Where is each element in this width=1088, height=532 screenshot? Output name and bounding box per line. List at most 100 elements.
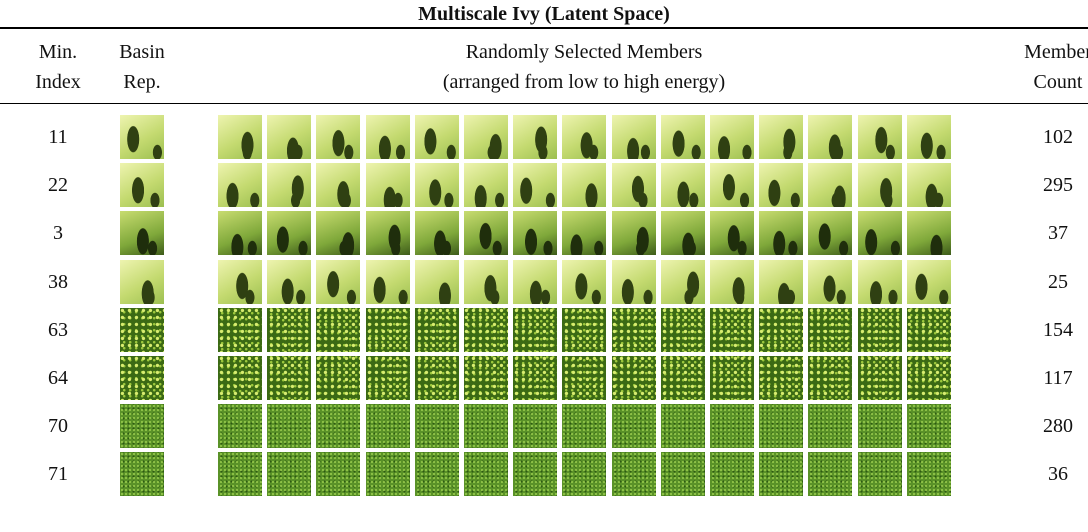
min-index: 63 bbox=[48, 320, 68, 340]
member-image bbox=[907, 356, 951, 400]
basin-rep-image bbox=[120, 356, 164, 400]
member-count: 154 bbox=[1043, 320, 1073, 340]
member-image bbox=[316, 404, 360, 448]
member-image bbox=[464, 404, 508, 448]
member-image bbox=[710, 404, 754, 448]
basin-rep-image bbox=[120, 260, 164, 304]
basin-rep-image bbox=[120, 115, 164, 159]
header: Member bbox=[1024, 42, 1088, 62]
member-image bbox=[267, 260, 311, 304]
min-index: 22 bbox=[48, 175, 68, 195]
member-image bbox=[366, 404, 410, 448]
member-image bbox=[316, 308, 360, 352]
member-image bbox=[907, 452, 951, 496]
member-image bbox=[415, 163, 459, 207]
member-image bbox=[218, 308, 262, 352]
member-image bbox=[858, 308, 902, 352]
header: Min. bbox=[39, 42, 77, 62]
basin-rep-image bbox=[120, 452, 164, 496]
member-image bbox=[267, 452, 311, 496]
member-count: 117 bbox=[1043, 368, 1072, 388]
member-image bbox=[562, 260, 606, 304]
member-image bbox=[513, 115, 557, 159]
member-image bbox=[513, 404, 557, 448]
header: Index bbox=[35, 72, 81, 92]
member-image bbox=[218, 163, 262, 207]
min-index: 70 bbox=[48, 416, 68, 436]
min-index: 71 bbox=[48, 464, 68, 484]
top-rule bbox=[0, 27, 1088, 29]
member-image bbox=[562, 115, 606, 159]
member-image bbox=[808, 115, 852, 159]
member-image bbox=[366, 260, 410, 304]
member-image bbox=[316, 452, 360, 496]
member-image bbox=[267, 163, 311, 207]
member-image bbox=[612, 260, 656, 304]
member-image bbox=[907, 404, 951, 448]
member-image bbox=[907, 308, 951, 352]
member-image bbox=[661, 115, 705, 159]
member-image bbox=[808, 356, 852, 400]
member-image bbox=[562, 163, 606, 207]
member-image bbox=[612, 163, 656, 207]
member-image bbox=[907, 211, 951, 255]
member-image bbox=[612, 404, 656, 448]
member-image bbox=[710, 211, 754, 255]
header: Rep. bbox=[123, 72, 160, 92]
member-image bbox=[759, 163, 803, 207]
member-image bbox=[513, 211, 557, 255]
member-image bbox=[316, 260, 360, 304]
member-image bbox=[464, 356, 508, 400]
basin-rep-image bbox=[120, 163, 164, 207]
member-image bbox=[464, 163, 508, 207]
member-image bbox=[562, 452, 606, 496]
member-image bbox=[562, 404, 606, 448]
member-image bbox=[366, 356, 410, 400]
member-image bbox=[759, 308, 803, 352]
member-image bbox=[316, 115, 360, 159]
member-image bbox=[710, 260, 754, 304]
member-image bbox=[562, 356, 606, 400]
header: Randomly Selected Members bbox=[466, 42, 703, 62]
member-image bbox=[218, 260, 262, 304]
member-image bbox=[759, 260, 803, 304]
member-image bbox=[907, 163, 951, 207]
member-count: 102 bbox=[1043, 127, 1073, 147]
member-image bbox=[366, 308, 410, 352]
member-image bbox=[513, 452, 557, 496]
member-image bbox=[415, 115, 459, 159]
member-image bbox=[366, 163, 410, 207]
member-image bbox=[858, 115, 902, 159]
member-image bbox=[661, 163, 705, 207]
member-image bbox=[661, 260, 705, 304]
member-image bbox=[562, 211, 606, 255]
member-image bbox=[808, 452, 852, 496]
basin-rep-image bbox=[120, 211, 164, 255]
member-image bbox=[759, 356, 803, 400]
member-image bbox=[513, 260, 557, 304]
member-image bbox=[858, 260, 902, 304]
figure-table: Multiscale Ivy (Latent Space) Min. Index… bbox=[0, 0, 1088, 532]
basin-rep-image bbox=[120, 404, 164, 448]
member-image bbox=[661, 356, 705, 400]
member-count: 25 bbox=[1048, 272, 1068, 292]
member-image bbox=[464, 452, 508, 496]
member-image bbox=[710, 308, 754, 352]
member-image bbox=[612, 356, 656, 400]
header: (arranged from low to high energy) bbox=[443, 72, 725, 92]
member-image bbox=[218, 356, 262, 400]
member-image bbox=[808, 211, 852, 255]
member-image bbox=[415, 260, 459, 304]
member-image bbox=[661, 452, 705, 496]
member-count: 280 bbox=[1043, 416, 1073, 436]
member-image bbox=[464, 308, 508, 352]
member-image bbox=[710, 115, 754, 159]
member-image bbox=[612, 115, 656, 159]
min-index: 38 bbox=[48, 272, 68, 292]
header: Basin bbox=[119, 42, 165, 62]
member-image bbox=[759, 452, 803, 496]
member-image bbox=[661, 211, 705, 255]
member-image bbox=[366, 115, 410, 159]
member-image bbox=[218, 211, 262, 255]
member-image bbox=[562, 308, 606, 352]
